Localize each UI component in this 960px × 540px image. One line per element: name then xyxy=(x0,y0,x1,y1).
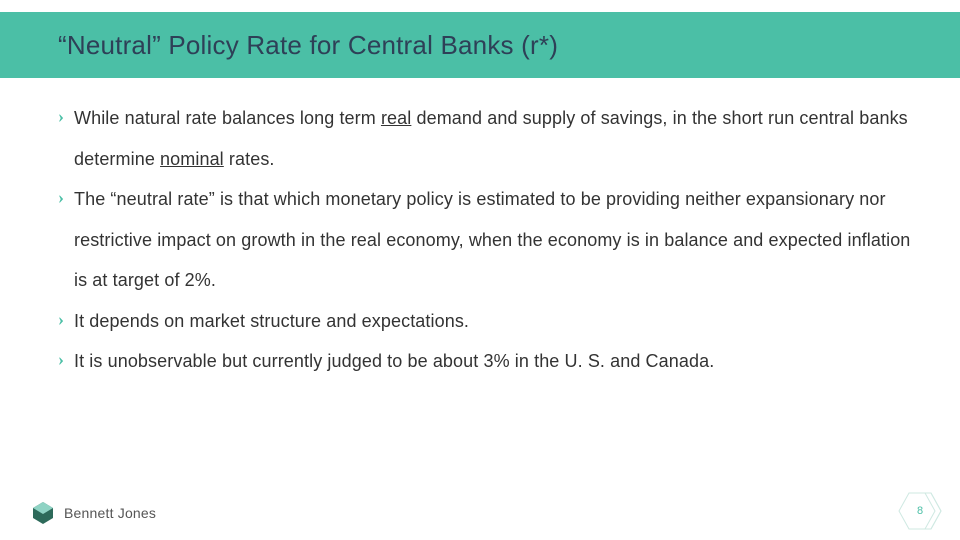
title-bar: “Neutral” Policy Rate for Central Banks … xyxy=(0,12,960,78)
bullet-text: The “neutral rate” is that which monetar… xyxy=(74,179,920,301)
content-area: › While natural rate balances long term … xyxy=(58,98,920,382)
bullet-item: › The “neutral rate” is that which monet… xyxy=(58,179,920,301)
bullet-text: It is unobservable but currently judged … xyxy=(74,341,714,382)
underlined-text: real xyxy=(381,108,411,128)
logo-text: Bennett Jones xyxy=(64,505,156,521)
page-number: 8 xyxy=(898,492,942,530)
chevron-icon: › xyxy=(58,179,64,215)
slide-title: “Neutral” Policy Rate for Central Banks … xyxy=(58,30,558,61)
bullet-item: › It is unobservable but currently judge… xyxy=(58,341,920,382)
bullet-item: › It depends on market structure and exp… xyxy=(58,301,920,342)
bullet-item: › While natural rate balances long term … xyxy=(58,98,920,179)
logo-icon xyxy=(30,500,56,526)
bullet-text: It depends on market structure and expec… xyxy=(74,301,469,342)
logo: Bennett Jones xyxy=(30,500,156,526)
bullet-text: While natural rate balances long term re… xyxy=(74,98,920,179)
text-fragment: rates. xyxy=(224,149,275,169)
chevron-icon: › xyxy=(58,301,64,337)
chevron-icon: › xyxy=(58,341,64,377)
slide: “Neutral” Policy Rate for Central Banks … xyxy=(0,0,960,540)
text-fragment: While natural rate balances long term xyxy=(74,108,381,128)
underlined-text: nominal xyxy=(160,149,224,169)
chevron-icon: › xyxy=(58,98,64,134)
